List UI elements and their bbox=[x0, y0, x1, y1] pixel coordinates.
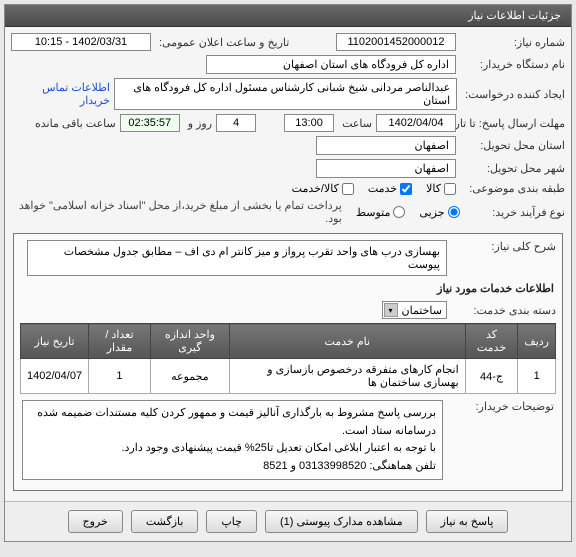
panel-title: جزئیات اطلاعات نیاز bbox=[5, 5, 571, 27]
subject-kala-checkbox[interactable]: کالا bbox=[426, 182, 456, 195]
desc-value: بهسازی درب های واحد تقرب پرواز و میز کان… bbox=[27, 240, 447, 276]
deadline-time: 13:00 bbox=[284, 114, 334, 132]
remain-time: 02:35:57 bbox=[120, 114, 180, 132]
td-date: 1402/04/07 bbox=[21, 359, 89, 394]
deadline-label: مهلت ارسال پاسخ: تا تاریخ: bbox=[460, 117, 565, 130]
province-value: اصفهان bbox=[316, 136, 456, 155]
days-value: 4 bbox=[216, 114, 256, 132]
announce-value: 1402/03/31 - 10:15 bbox=[11, 33, 151, 51]
form-body: شماره نیاز: 1102001452000012 تاریخ و ساع… bbox=[5, 27, 571, 501]
td-row: 1 bbox=[518, 359, 556, 394]
subject-kala-label: کالا bbox=[426, 182, 441, 195]
process-low-radio[interactable]: جزیی bbox=[419, 206, 459, 219]
city-label: شهر محل تحویل: bbox=[460, 162, 565, 175]
need-details-panel: جزئیات اطلاعات نیاز شماره نیاز: 11020014… bbox=[4, 4, 572, 542]
buyer-org-value: اداره کل فرودگاه های استان اصفهان bbox=[206, 55, 456, 74]
category-label: دسته بندی خدمت: bbox=[451, 304, 556, 317]
need-no-value: 1102001452000012 bbox=[336, 33, 456, 51]
table-row[interactable]: 1 ج-44 انجام کارهای متفرقه درخصوص بازساز… bbox=[21, 359, 556, 394]
process-mid-label: متوسط bbox=[356, 206, 391, 219]
chevron-down-icon: ▾ bbox=[384, 303, 398, 317]
td-code: ج-44 bbox=[465, 359, 518, 394]
exit-button[interactable]: خروج bbox=[68, 510, 123, 533]
th-unit: واحد اندازه گیری bbox=[150, 324, 229, 359]
subject-both-checkbox[interactable]: کالا/خدمت bbox=[292, 182, 354, 195]
td-unit: مجموعه bbox=[150, 359, 229, 394]
subject-khadamat-checkbox[interactable]: خدمت bbox=[368, 182, 412, 195]
td-qty: 1 bbox=[89, 359, 151, 394]
buyer-note-1: بررسی پاسخ مشروط به بارگذاری آنالیز قیمت… bbox=[29, 405, 436, 440]
process-label: نوع فرآیند خرید: bbox=[464, 206, 565, 219]
contact-link[interactable]: اطلاعات تماس خریدار bbox=[11, 81, 110, 107]
days-label: روز و bbox=[184, 117, 212, 130]
remain-label: ساعت باقی مانده bbox=[31, 117, 116, 130]
services-title: اطلاعات خدمات مورد نیاز bbox=[20, 278, 556, 299]
desc-label: شرح کلی نیاز: bbox=[451, 240, 556, 253]
subject-both-label: کالا/خدمت bbox=[292, 182, 339, 195]
buyer-notes-text: بررسی پاسخ مشروط به بارگذاری آنالیز قیمت… bbox=[22, 400, 443, 480]
inner-panel: شرح کلی نیاز: بهسازی درب های واحد تقرب پ… bbox=[13, 233, 563, 491]
back-button[interactable]: بازگشت bbox=[131, 510, 199, 533]
th-row: ردیف bbox=[518, 324, 556, 359]
buyer-org-label: نام دستگاه خریدار: bbox=[460, 58, 565, 71]
buyer-note-3: تلفن هماهنگی: 03133998520 و 8521 bbox=[29, 458, 436, 476]
category-value: ساختمان bbox=[402, 304, 442, 317]
creator-label: ایجاد کننده درخواست: bbox=[461, 88, 565, 101]
subject-type-label: طبقه بندی موضوعی: bbox=[460, 182, 565, 195]
buyer-note-2: با توجه به اعتبار ابلاغی امکان تعدیل تا2… bbox=[29, 440, 436, 458]
creator-value: عبدالناصر مردانی شیخ شبانی کارشناس مسئول… bbox=[114, 78, 457, 110]
province-label: استان محل تحویل: bbox=[460, 139, 565, 152]
time-label-1: ساعت bbox=[338, 117, 372, 130]
deadline-date: 1402/04/04 bbox=[376, 114, 456, 132]
process-note: پرداخت تمام یا بخشی از مبلغ خرید،از محل … bbox=[11, 199, 342, 225]
th-code: کد خدمت bbox=[465, 324, 518, 359]
attachments-button[interactable]: مشاهده مدارک پیوستی (1) bbox=[265, 510, 418, 533]
need-no-label: شماره نیاز: bbox=[460, 36, 565, 49]
services-table: ردیف کد خدمت نام خدمت واحد اندازه گیری ت… bbox=[20, 323, 556, 394]
process-low-label: جزیی bbox=[419, 206, 444, 219]
reply-button[interactable]: پاسخ به نیاز bbox=[426, 510, 509, 533]
th-qty: تعداد / مقدار bbox=[89, 324, 151, 359]
print-button[interactable]: چاپ bbox=[206, 510, 257, 533]
buyer-notes-label: توضیحات خریدار: bbox=[449, 400, 554, 413]
announce-label: تاریخ و ساعت اعلان عمومی: bbox=[155, 36, 289, 49]
city-value: اصفهان bbox=[316, 159, 456, 178]
category-combo[interactable]: ساختمان ▾ bbox=[382, 301, 447, 319]
th-date: تاریخ نیاز bbox=[21, 324, 89, 359]
td-name: انجام کارهای متفرقه درخصوص بازسازی و بهس… bbox=[229, 359, 465, 394]
th-name: نام خدمت bbox=[229, 324, 465, 359]
process-mid-radio[interactable]: متوسط bbox=[356, 206, 406, 219]
subject-khadamat-label: خدمت bbox=[368, 182, 397, 195]
footer-buttons: پاسخ به نیاز مشاهده مدارک پیوستی (1) چاپ… bbox=[5, 501, 571, 541]
